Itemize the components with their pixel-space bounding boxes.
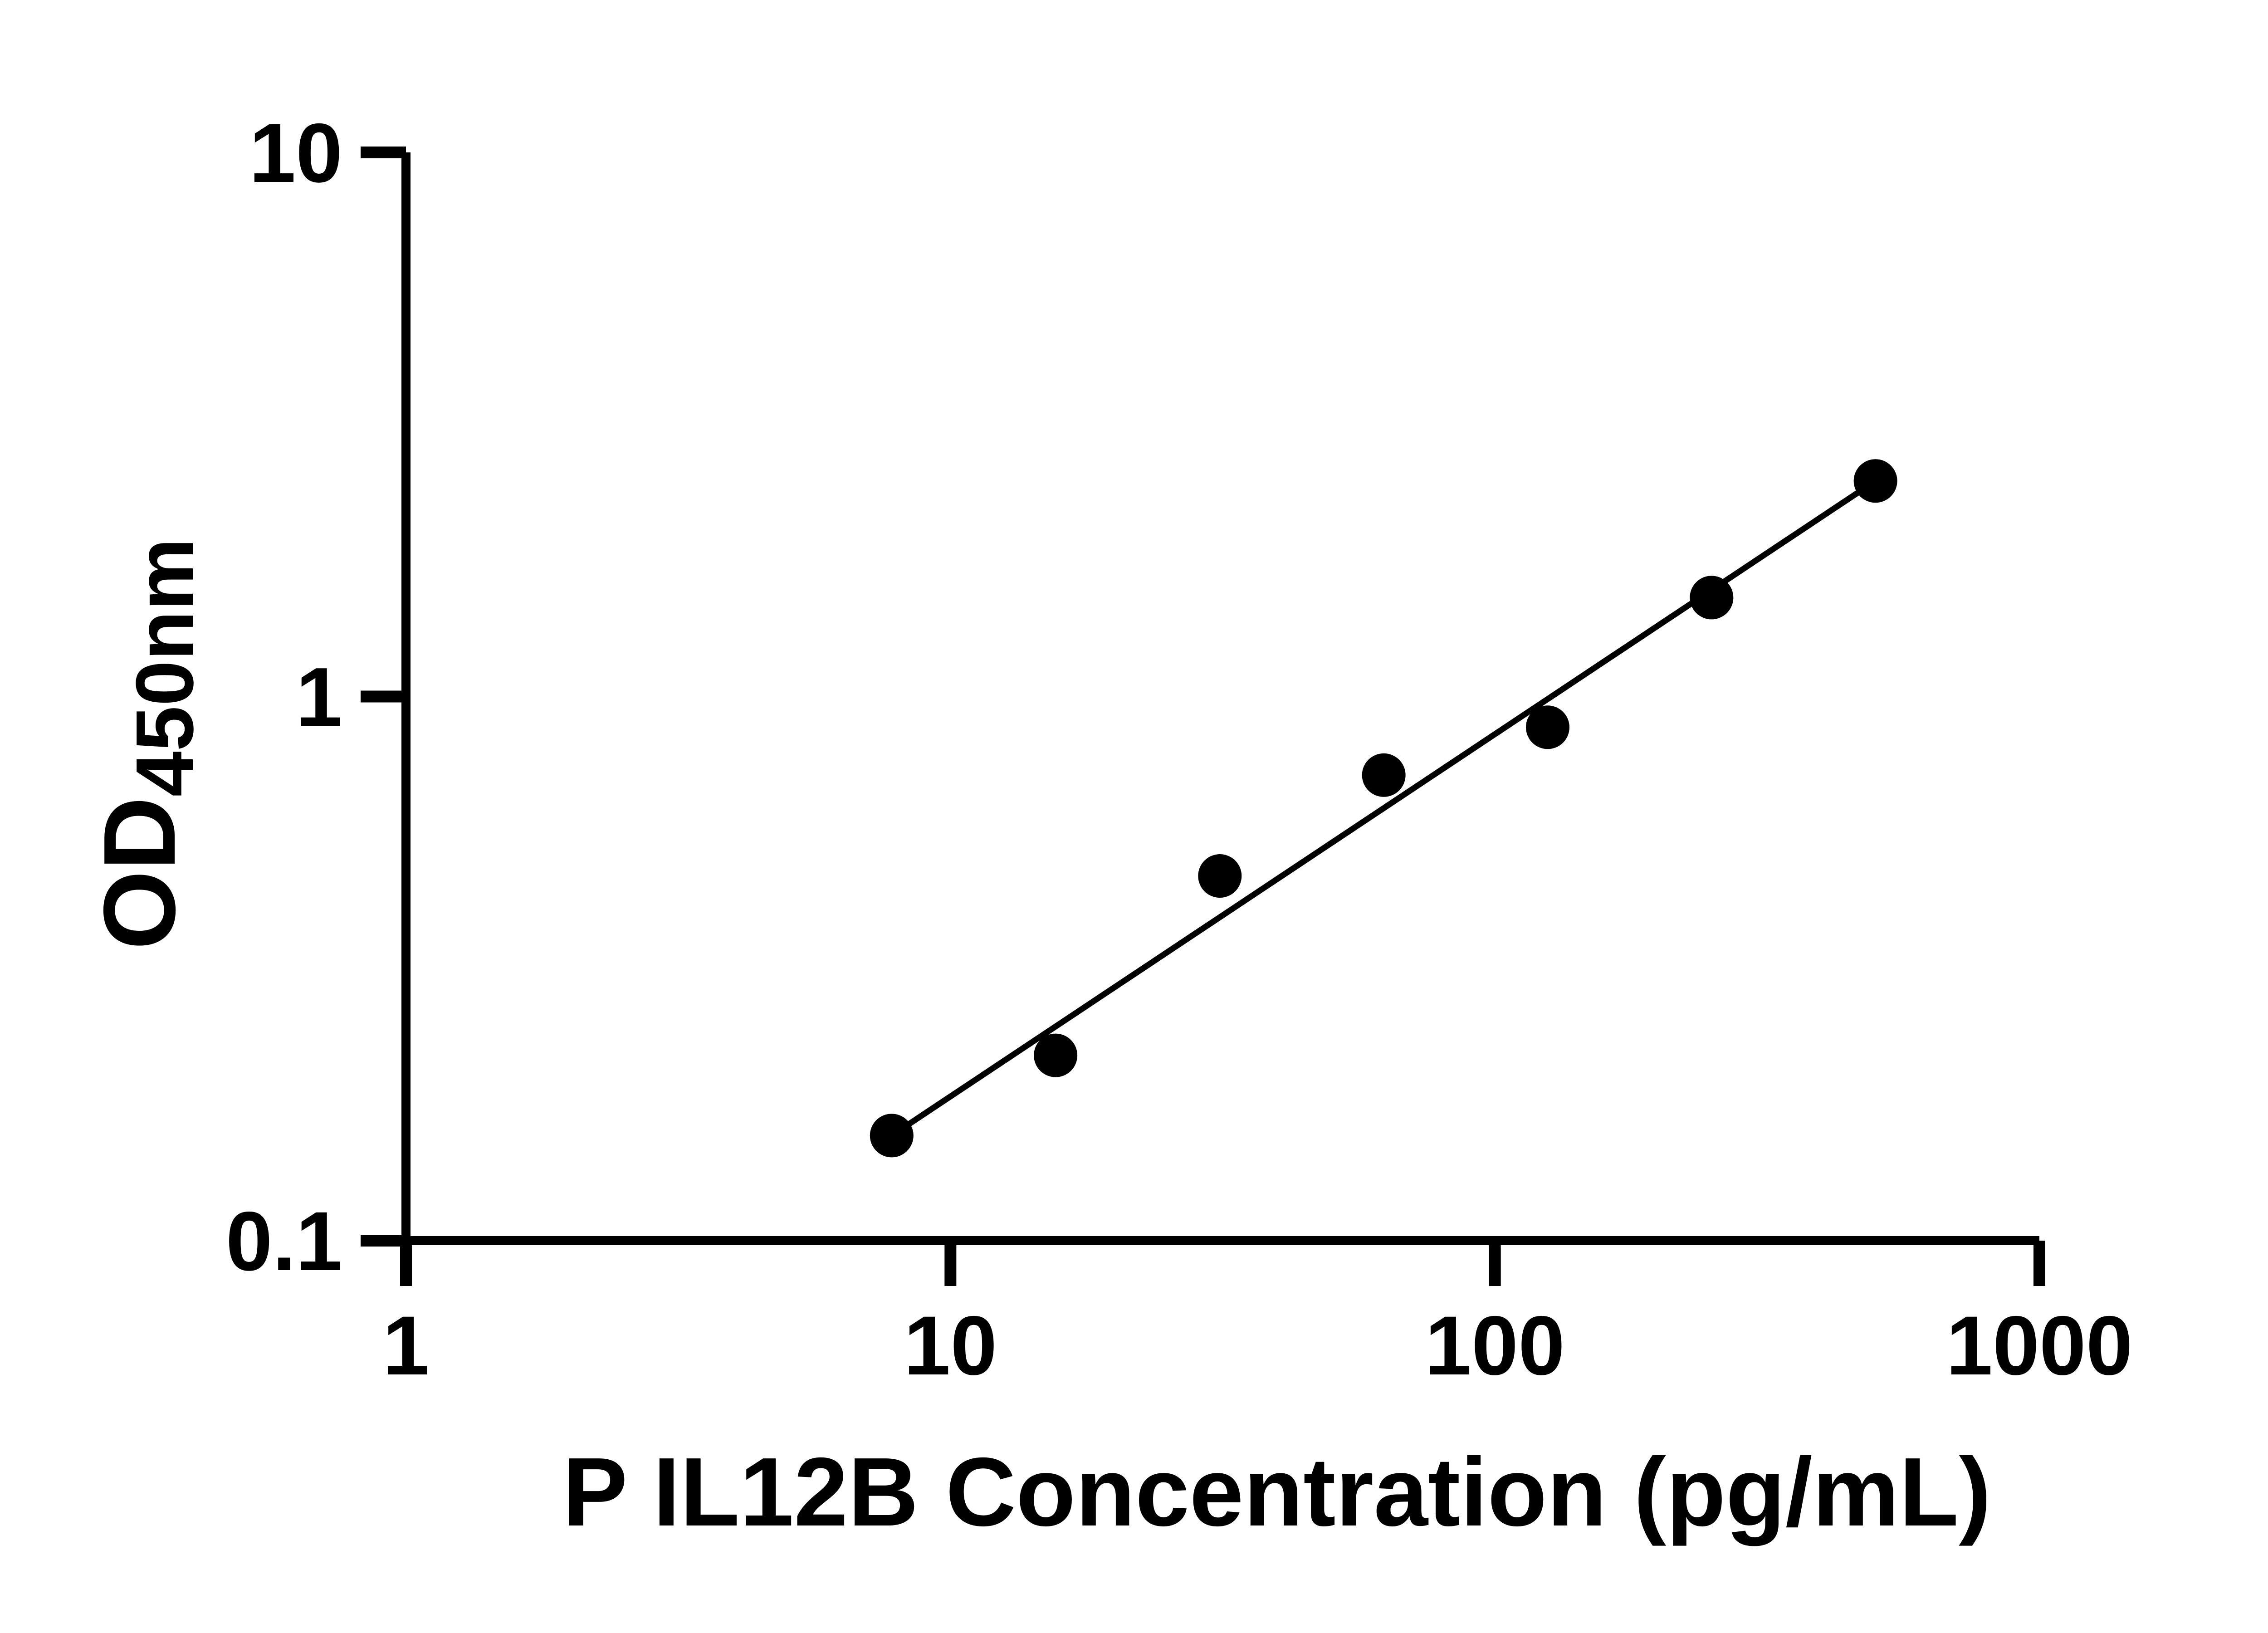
- x-tick-label: 1000: [1946, 1299, 2133, 1393]
- y-tick-label: 1: [296, 651, 342, 744]
- standard-curve-point: [1690, 576, 1734, 620]
- x-tick-label: 10: [904, 1299, 997, 1393]
- standard-curve-point: [1034, 1033, 1078, 1077]
- standard-curve-point: [870, 1114, 914, 1158]
- x-axis-title: P IL12B Concentration (pg/mL): [562, 1437, 1991, 1546]
- y-tick-label: 0.1: [226, 1195, 342, 1288]
- y-axis-title-subscript: 450nm: [119, 538, 210, 797]
- y-axis-title-main: OD: [82, 797, 196, 950]
- trend-line: [890, 478, 1877, 1138]
- standard-curve-point: [1853, 459, 1897, 503]
- y-axis-title: OD450nm: [82, 538, 210, 950]
- standard-curve-point: [1198, 854, 1242, 898]
- tick-labels-layer: 1 10 100 1000 10 1 0.1: [226, 107, 2133, 1393]
- data-points-layer: [870, 459, 1897, 1158]
- standard-curve-point: [1362, 753, 1406, 797]
- x-tick-label: 100: [1425, 1299, 1565, 1393]
- standard-curve-point: [1525, 705, 1569, 749]
- ticks-layer: [361, 147, 2045, 1286]
- axes-layer: [401, 152, 2039, 1245]
- trend-line-layer: [890, 478, 1877, 1138]
- y-tick-label: 10: [249, 107, 342, 200]
- x-tick-label: 1: [383, 1299, 430, 1393]
